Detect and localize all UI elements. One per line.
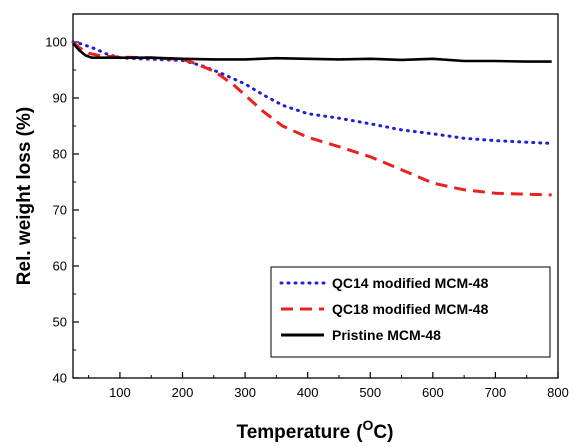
x-tick-label-700: 700 (485, 385, 507, 400)
plot-frame (72, 13, 559, 379)
legend: QC14 modified MCM-48 QC18 modified MCM-4… (270, 266, 551, 358)
y-tick-label-90: 90 (53, 91, 67, 106)
y-tick-label-40: 40 (53, 371, 67, 386)
legend-label-pristine: Pristine MCM-48 (332, 327, 441, 343)
axis-ticks: 100 200 300 400 500 600 700 800 40 50 60 70 80 90 100 (45, 13, 569, 400)
series-line-qc18 (72, 40, 552, 197)
x-tick-label-500: 500 (359, 385, 381, 400)
y-tick-label-70: 70 (53, 203, 67, 218)
legend-label-qc14: QC14 modified MCM-48 (332, 275, 489, 291)
y-axis-title: Rel. weight loss (%) (14, 107, 35, 285)
x-tick-label-600: 600 (422, 385, 444, 400)
x-axis-title-main: Temperature (237, 422, 351, 443)
x-axis-title-sup: O (363, 417, 374, 433)
x-axis-title-tail: C) (373, 422, 393, 443)
y-tick-label-100: 100 (45, 35, 67, 50)
x-tick-label-300: 300 (234, 385, 256, 400)
y-tick-label-60: 60 (53, 259, 67, 274)
x-tick-label-800: 800 (547, 385, 569, 400)
y-tick-label-80: 80 (53, 147, 67, 162)
x-tick-label-400: 400 (297, 385, 319, 400)
y-tick-label-50: 50 (53, 315, 67, 330)
series-line-pristine (72, 42, 552, 63)
x-tick-label-200: 200 (172, 385, 194, 400)
legend-label-qc18: QC18 modified MCM-48 (332, 301, 489, 317)
x-tick-label-100: 100 (109, 385, 131, 400)
x-axis-title-open: ( (356, 422, 363, 443)
x-axis-title: Temperature (OC) (237, 417, 394, 443)
series-lines (71, 40, 554, 197)
